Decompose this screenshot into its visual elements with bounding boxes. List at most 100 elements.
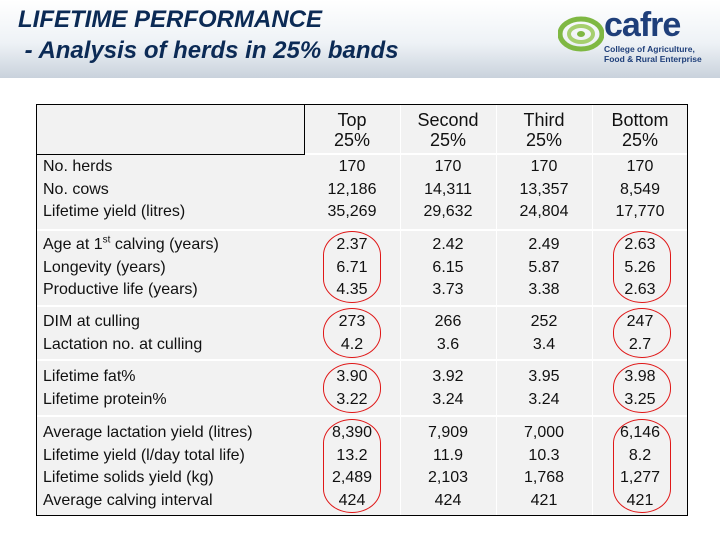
cell-value: 14,311 xyxy=(424,180,472,198)
row-labels-culling: DIM at culling Lactation no. at culling xyxy=(43,311,202,356)
cell-value: 10.3 xyxy=(528,446,560,464)
row-divider xyxy=(37,359,687,361)
values-second-culling: 266 3.6 xyxy=(400,311,496,356)
highlight-oval-top-longevity xyxy=(323,231,381,303)
ordinal-suffix: st xyxy=(102,234,111,246)
cell-value: 3.6 xyxy=(436,335,460,353)
values-second-longevity: 2.42 6.15 3.73 xyxy=(400,234,496,302)
row-label: Lifetime yield (litres) xyxy=(43,203,186,220)
column-header-second: Second 25% xyxy=(400,110,496,150)
cell-value: 170 xyxy=(338,158,366,175)
logo-subtitle: College of Agriculture, Food & Rural Ent… xyxy=(604,44,702,64)
cell-value: 2,103 xyxy=(427,469,469,486)
column-divider xyxy=(400,105,401,515)
row-divider xyxy=(37,305,687,307)
cell-value: 3.73 xyxy=(432,281,464,298)
column-header-third: Third 25% xyxy=(496,110,592,150)
cell-value: 424 xyxy=(434,491,462,509)
row-label: Lifetime fat% xyxy=(43,368,136,385)
row-label-age-first-calving: Age at 1st calving (years) xyxy=(43,234,219,253)
cell-value: 6.15 xyxy=(432,258,464,276)
cell-value: 170 xyxy=(530,158,558,175)
column-header-band: 25% xyxy=(621,130,659,150)
slide-title-line2: - Analysis of herds in 25% bands xyxy=(18,37,399,64)
cell-value: 1,768 xyxy=(523,469,565,486)
column-header-bottom: Bottom 25% xyxy=(592,110,688,150)
row-label: Longevity (years) xyxy=(43,258,166,276)
performance-table: Top 25% Second 25% Third 25% Bottom 25% … xyxy=(36,104,688,516)
values-second-herd-size: 170 14,311 29,632 xyxy=(400,156,496,224)
row-label: DIM at culling xyxy=(43,313,140,330)
cell-value: 2.42 xyxy=(432,236,464,253)
cell-value: 7,909 xyxy=(427,424,469,441)
row-labels-longevity: Age at 1st calving (years) Longevity (ye… xyxy=(43,234,219,302)
column-header-label: Second xyxy=(417,110,479,130)
row-divider xyxy=(37,415,687,417)
cell-value: 170 xyxy=(434,158,462,175)
logo-subtitle-line2: Food & Rural Enterprise xyxy=(604,54,702,64)
row-label: Lifetime yield (l/day total life) xyxy=(43,446,245,464)
column-divider xyxy=(496,105,497,515)
cell-value: 17,770 xyxy=(615,203,665,220)
cafre-swirl-icon xyxy=(558,16,604,52)
row-label-part: calving (years) xyxy=(110,236,219,253)
column-header-label: Bottom xyxy=(611,110,669,130)
highlight-oval-top-composition xyxy=(323,363,381,413)
cell-value: 11.9 xyxy=(433,446,463,464)
values-third-herd-size: 170 13,357 24,804 xyxy=(496,156,592,224)
logo-subtitle-line1: College of Agriculture, xyxy=(604,44,695,54)
values-bottom-herd-size: 170 8,549 17,770 xyxy=(592,156,688,224)
cell-value: 3.92 xyxy=(432,368,464,385)
cell-value: 3.4 xyxy=(532,335,556,353)
row-label: Productive life (years) xyxy=(43,281,198,298)
cell-value: 7,000 xyxy=(523,424,565,441)
values-third-composition: 3.95 3.24 xyxy=(496,366,592,411)
row-label: Lifetime solids yield (kg) xyxy=(43,469,214,486)
cell-value: 266 xyxy=(434,313,462,330)
cell-value: 170 xyxy=(626,158,654,175)
row-divider xyxy=(37,153,687,155)
column-divider xyxy=(592,105,593,515)
column-header-label: Third xyxy=(523,110,565,130)
cell-value: 29,632 xyxy=(423,203,473,220)
row-labels-herd-size: No. herds No. cows Lifetime yield (litre… xyxy=(43,156,185,224)
highlight-oval-bottom-yields xyxy=(613,419,671,513)
column-header-label: Top xyxy=(337,110,367,130)
cafre-logo: cafre College of Agriculture, Food & Rur… xyxy=(558,6,708,70)
highlight-oval-bottom-culling xyxy=(613,308,671,358)
values-second-yields: 7,909 11.9 2,103 424 xyxy=(400,422,496,512)
values-third-culling: 252 3.4 xyxy=(496,311,592,356)
cell-value: 3.38 xyxy=(528,281,560,298)
slide-title-line1: LIFETIME PERFORMANCE xyxy=(18,6,322,33)
cell-value: 3.24 xyxy=(528,390,560,408)
highlight-oval-bottom-longevity xyxy=(613,231,671,303)
cell-value: 3.24 xyxy=(432,390,464,408)
values-third-yields: 7,000 10.3 1,768 421 xyxy=(496,422,592,512)
values-top-herd-size: 170 12,186 35,269 xyxy=(304,156,400,224)
highlight-oval-top-culling xyxy=(323,308,381,358)
cell-value: 421 xyxy=(530,491,558,509)
row-label: No. herds xyxy=(43,158,113,175)
values-second-composition: 3.92 3.24 xyxy=(400,366,496,411)
cell-value: 35,269 xyxy=(327,203,377,220)
cell-value: 13,357 xyxy=(519,180,569,198)
row-label: No. cows xyxy=(43,180,109,198)
cell-value: 8,549 xyxy=(619,180,661,198)
row-label-part: Age at 1 xyxy=(43,236,103,253)
cell-value: 12,186 xyxy=(327,180,377,198)
row-label: Lifetime protein% xyxy=(43,390,167,408)
table-corner-cell xyxy=(37,105,305,155)
values-third-longevity: 2.49 5.87 3.38 xyxy=(496,234,592,302)
slide-title: LIFETIME PERFORMANCE - Analysis of herds… xyxy=(18,4,399,66)
column-header-band: 25% xyxy=(429,130,467,150)
row-label: Average calving interval xyxy=(43,491,213,509)
row-label: Average lactation yield (litres) xyxy=(43,424,253,441)
column-header-band: 25% xyxy=(525,130,563,150)
highlight-oval-top-yields xyxy=(323,419,381,513)
column-header-band: 25% xyxy=(333,130,371,150)
row-labels-yields: Average lactation yield (litres) Lifetim… xyxy=(43,422,253,512)
cell-value: 2.49 xyxy=(528,236,560,253)
logo-wordmark: cafre xyxy=(604,6,681,44)
row-label: Lactation no. at culling xyxy=(43,335,203,353)
column-header-top: Top 25% xyxy=(304,110,400,150)
